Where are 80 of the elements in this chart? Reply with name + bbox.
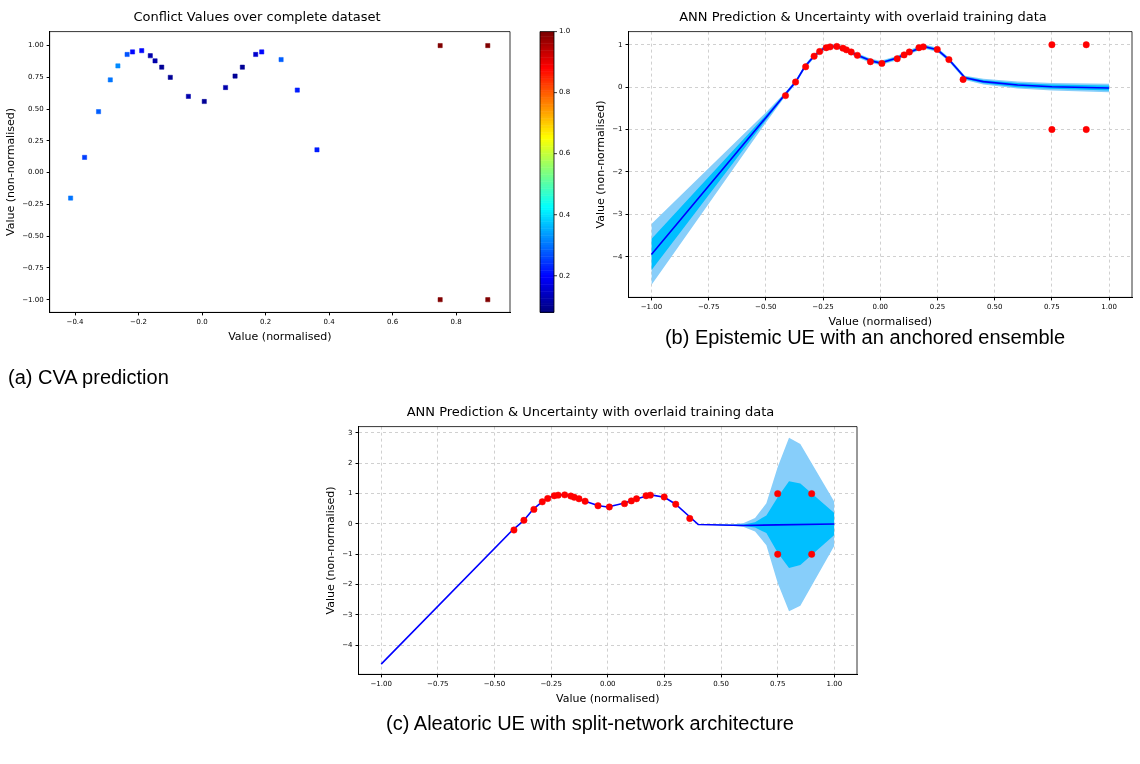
point [124,52,130,57]
point [853,51,861,59]
point [294,87,300,93]
point [520,516,528,524]
point [232,73,238,79]
point [621,500,628,508]
point [278,57,284,62]
point [774,490,782,498]
point [808,490,816,498]
point [594,502,602,510]
y-axis-title: Value (non-normalised) [4,107,18,237]
point [1082,126,1090,133]
y-axis-title: Value (non-normalised) [324,486,338,615]
point [437,43,443,48]
point [485,43,491,48]
point [107,77,113,83]
point [554,491,562,499]
point [167,74,173,80]
x-axis-title: Value (normalised) [828,315,932,329]
point [774,550,782,558]
point [544,495,552,502]
point [437,297,443,303]
text: (a) CVA prediction [8,366,170,389]
point [223,85,228,90]
point [259,49,265,55]
point [253,52,259,57]
point [68,195,73,201]
point [130,49,135,55]
chart-title: Conflict Values over complete dataset [133,9,381,25]
point [201,99,207,104]
point [893,55,901,63]
text: (b) Epistemic UE with an anchored ensemble [663,326,1067,349]
point [561,491,569,499]
point [152,58,158,64]
point [847,48,855,56]
point [139,48,145,54]
point [660,493,668,501]
point [159,64,165,70]
point [826,43,834,51]
point [672,500,680,508]
point [633,495,640,503]
point [239,64,245,70]
x-axis-title: Value (normalised) [556,692,660,706]
point [933,45,941,53]
point [802,63,810,71]
point [575,495,583,503]
point [96,109,101,115]
point [314,147,320,153]
point [646,491,654,499]
y-axis-title: Value (non-normalised) [594,100,608,229]
point [1082,41,1090,49]
point [115,63,121,69]
point [1048,41,1056,49]
point [816,48,824,55]
point [833,42,841,50]
point [605,503,613,511]
point [919,43,927,51]
point [866,58,874,66]
point [959,76,967,83]
point [905,48,913,56]
point [530,505,538,513]
point [485,297,491,303]
point [782,92,789,100]
point [147,53,153,59]
point [810,52,818,60]
point [792,78,800,86]
chart-title: ANN Prediction & Uncertainty with overlaid training data [406,404,775,420]
point [808,550,816,558]
point [581,497,589,505]
point [186,94,191,99]
point [82,155,87,160]
text: (c) Aleatoric UE with split-network architecture [385,712,795,735]
x-axis-title: Value (normalised) [228,330,332,344]
point [878,59,886,67]
point [1048,126,1056,133]
point [510,526,518,534]
point [686,515,694,522]
point [900,51,908,59]
point [945,56,953,64]
chart-title: ANN Prediction & Uncertainty with overlaid training data [679,9,1047,25]
